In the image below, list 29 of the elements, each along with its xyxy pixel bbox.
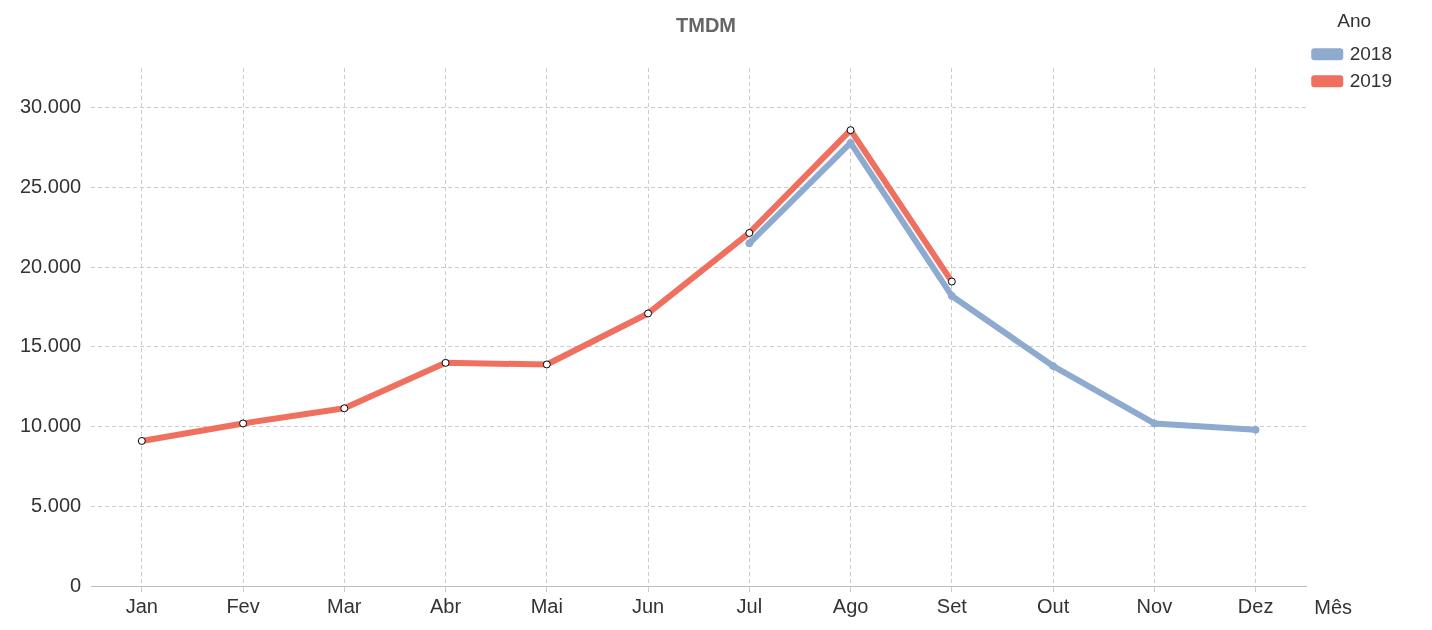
x-tick-label: Nov bbox=[1136, 594, 1173, 617]
x-tick-label: Jul bbox=[736, 594, 763, 617]
x-tick-label: Out bbox=[1036, 594, 1070, 617]
x-tick-label: Mar bbox=[327, 594, 362, 617]
y-tick-label: 20.000 bbox=[20, 254, 82, 277]
x-tick-label: Dez bbox=[1237, 594, 1274, 617]
x-tick-label: Fev bbox=[226, 594, 260, 617]
point bbox=[1049, 362, 1058, 371]
y-tick-label: 10.000 bbox=[20, 414, 82, 437]
legend-title: Ano bbox=[1337, 9, 1372, 31]
point bbox=[947, 291, 956, 300]
legend-label: 2018 bbox=[1349, 42, 1393, 64]
x-tick-label: Set bbox=[936, 594, 968, 617]
y-tick-label: 0 bbox=[70, 573, 82, 596]
point bbox=[1251, 425, 1260, 434]
x-tick-label: Mai bbox=[530, 594, 563, 617]
x-tick-label: Abr bbox=[430, 594, 462, 617]
x-axis-title: Mês bbox=[1314, 595, 1353, 618]
point bbox=[1150, 419, 1159, 428]
point bbox=[745, 239, 754, 248]
y-tick-label: 5.000 bbox=[31, 493, 82, 516]
chart-title: TMDM bbox=[676, 13, 736, 36]
x-tick-label: Jun bbox=[631, 594, 665, 617]
x-tick-label: Jan bbox=[125, 594, 158, 617]
y-tick-label: 15.000 bbox=[20, 334, 82, 357]
legend-label: 2019 bbox=[1349, 69, 1393, 91]
y-tick-label: 25.000 bbox=[20, 175, 82, 198]
y-tick-label: 30.000 bbox=[20, 95, 82, 118]
x-tick-label: Ago bbox=[832, 594, 869, 617]
